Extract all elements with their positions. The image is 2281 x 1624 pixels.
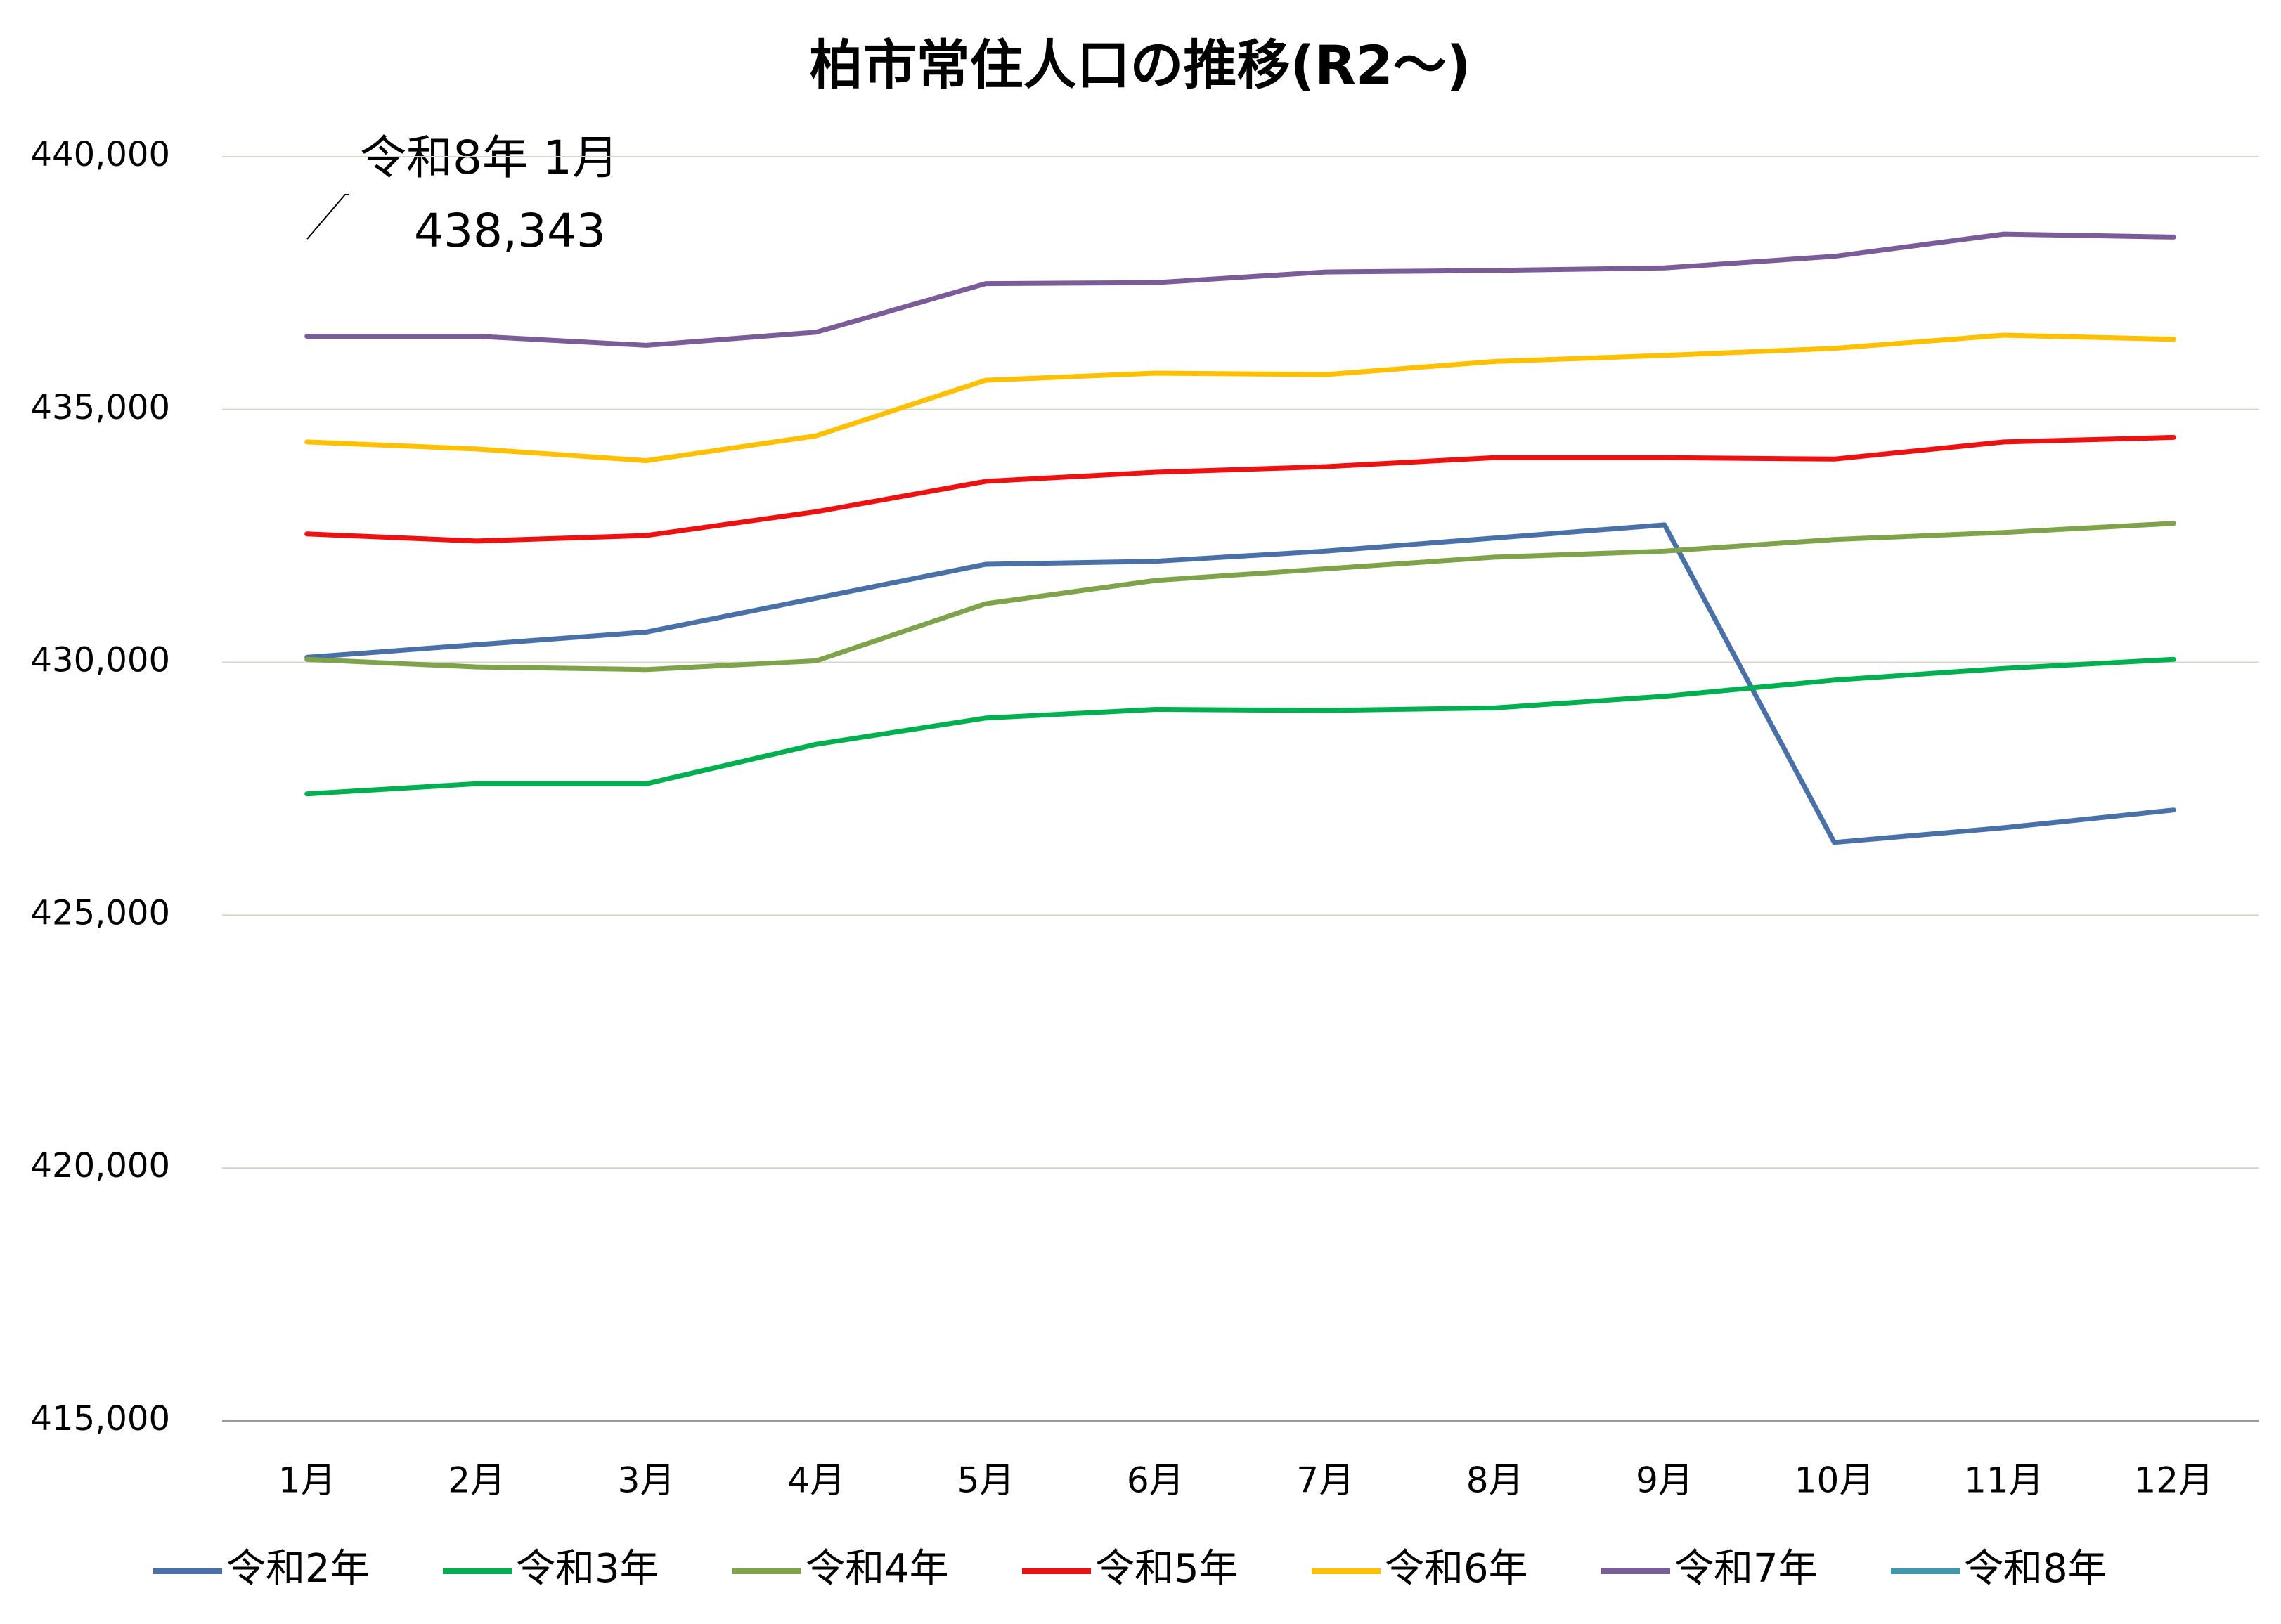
x-tick-label: 3月 [618,1460,676,1501]
y-tick-label: 440,000 [31,135,171,174]
x-tick-label: 7月 [1296,1460,1354,1501]
series-line [304,521,2176,673]
annotation: 令和8年 1月 [360,131,619,185]
chart-title: 柏市常住人口の推移(R2～) [810,34,1471,96]
x-tick-label: 4月 [787,1460,845,1501]
legend-label: 令和2年 [226,1546,370,1592]
y-tick-label: 425,000 [31,893,171,933]
y-tick-label: 435,000 [31,388,171,427]
annotation-category: 1月 [543,131,619,185]
series-line [304,332,2176,463]
x-tick-label: 5月 [957,1460,1014,1501]
legend-label: 令和7年 [1674,1546,1818,1592]
y-tick-label: 430,000 [31,641,171,680]
annotation-leader [306,194,349,240]
x-tick-label: 1月 [278,1460,336,1501]
annotation-series: 令和8年 [360,131,529,185]
x-tick-label: 11月 [1964,1460,2044,1501]
x-tick-label: 8月 [1466,1460,1524,1501]
series-line [304,231,2176,348]
legend-label: 令和3年 [516,1546,659,1592]
legend-label: 令和5年 [1095,1546,1239,1592]
y-tick-label: 420,000 [31,1146,171,1185]
series-line [304,522,2176,845]
x-tick-label: 12月 [2133,1460,2214,1501]
x-tick-label: 6月 [1127,1460,1184,1501]
y-tick-label: 415,000 [31,1399,171,1438]
series-line [304,434,2176,544]
legend-label: 令和6年 [1385,1546,1528,1592]
legend-label: 令和8年 [1964,1546,2107,1592]
legend-label: 令和4年 [806,1546,949,1592]
x-tick-label: 10月 [1795,1460,1875,1501]
x-tick-label: 2月 [448,1460,505,1501]
x-tick-label: 9月 [1636,1460,1693,1501]
series-line [304,656,2176,797]
annotation-value: 438,343 [414,204,606,258]
